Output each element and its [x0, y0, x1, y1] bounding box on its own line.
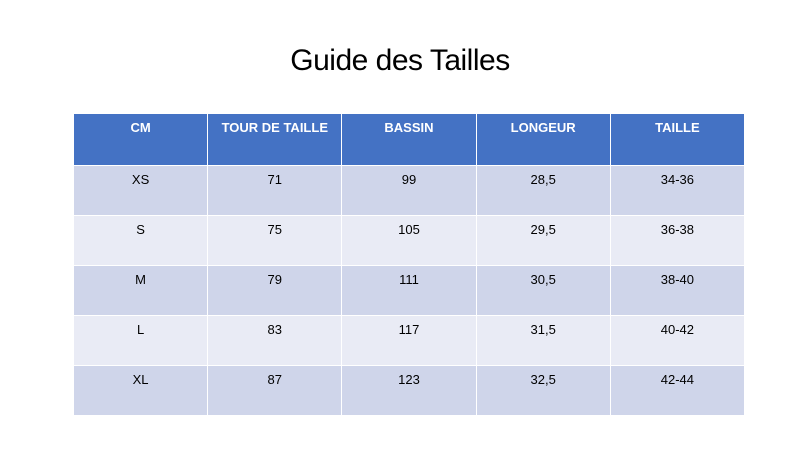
table-cell: 79 [207, 265, 343, 316]
table-cell: 105 [341, 215, 477, 266]
table-cell: M [72, 265, 209, 316]
table-cell: 75 [207, 215, 343, 266]
table-row: M 79 111 30,5 38-40 [72, 265, 746, 316]
table-cell: 83 [207, 315, 343, 366]
size-guide-table: CM TOUR DE TAILLE BASSIN LONGEUR TAILLE … [72, 113, 746, 416]
table-cell: 34-36 [609, 165, 746, 216]
table-row: L 83 117 31,5 40-42 [72, 315, 746, 366]
table-cell: 32,5 [475, 365, 611, 416]
table-cell: 99 [341, 165, 477, 216]
table-row: XS 71 99 28,5 34-36 [72, 165, 746, 216]
header-cell-bassin: BASSIN [341, 113, 477, 166]
table-cell: L [72, 315, 209, 366]
table-cell: 31,5 [475, 315, 611, 366]
header-cell-cm: CM [72, 113, 209, 166]
page-title: Guide des Tailles [290, 44, 510, 77]
table-cell: 30,5 [475, 265, 611, 316]
table-cell: 29,5 [475, 215, 611, 266]
table-cell: 87 [207, 365, 343, 416]
table-header-row: CM TOUR DE TAILLE BASSIN LONGEUR TAILLE [72, 113, 746, 166]
header-cell-longeur: LONGEUR [475, 113, 611, 166]
table-cell: 36-38 [609, 215, 746, 266]
table-cell: 71 [207, 165, 343, 216]
table-cell: XL [72, 365, 209, 416]
table-cell: 38-40 [609, 265, 746, 316]
table-row: S 75 105 29,5 36-38 [72, 215, 746, 266]
header-cell-tour-de-taille: TOUR DE TAILLE [207, 113, 343, 166]
table-cell: 117 [341, 315, 477, 366]
table-cell: 42-44 [609, 365, 746, 416]
table-cell: 111 [341, 265, 477, 316]
table-cell: 40-42 [609, 315, 746, 366]
header-cell-taille: TAILLE [609, 113, 746, 166]
table-cell: XS [72, 165, 209, 216]
table-row: XL 87 123 32,5 42-44 [72, 365, 746, 416]
table-cell: 123 [341, 365, 477, 416]
table-cell: S [72, 215, 209, 266]
table-cell: 28,5 [475, 165, 611, 216]
